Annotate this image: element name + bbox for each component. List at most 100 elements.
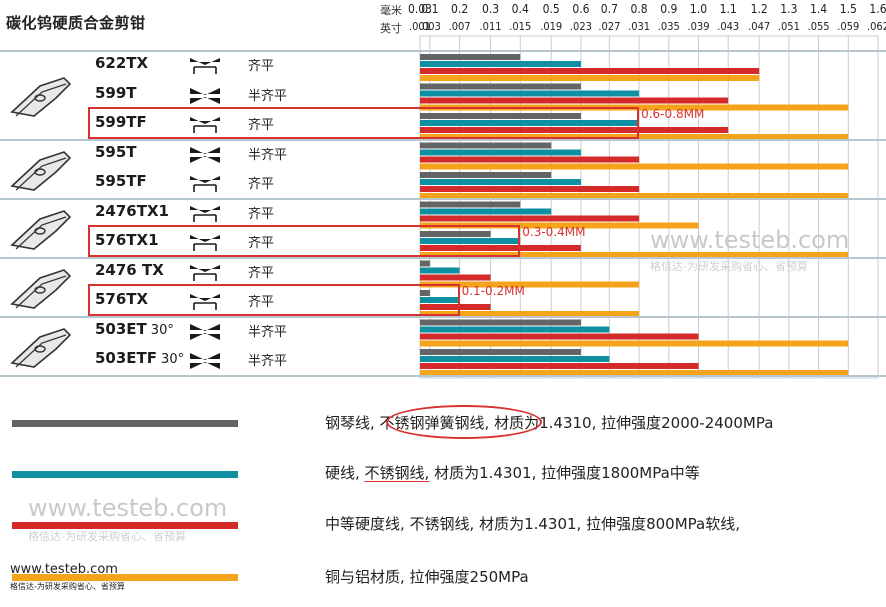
model-name: 622TX	[95, 54, 149, 72]
semi-flush-cut-icon	[190, 87, 220, 104]
semi-flush-cut-icon	[190, 146, 220, 163]
bar	[420, 260, 430, 267]
bar	[420, 340, 849, 347]
bar	[420, 186, 640, 192]
row-separator	[0, 197, 886, 200]
highlight-label: 0.6-0.8MM	[641, 107, 705, 121]
cutter-head-icon	[10, 151, 72, 191]
flush-cut-icon	[190, 117, 220, 133]
x-tick-mm: 0.4	[511, 2, 529, 16]
x-tick-mm: 1.5	[839, 2, 857, 16]
cutter-head-icon	[10, 77, 72, 118]
legend-text-3: 中等硬度线, 不锈钢线, 材质为1.4301, 拉伸强度800MPa软线,	[325, 515, 740, 533]
x-tick-in: .051	[777, 20, 800, 33]
inch-unit-label: 英寸	[380, 22, 402, 35]
x-tick-mm: 1.0	[689, 2, 708, 16]
bar	[420, 120, 640, 126]
x-tick-in: .001	[408, 20, 432, 33]
cut-type-label: 齐平	[248, 295, 275, 310]
x-tick-in: .023	[569, 20, 592, 33]
x-tick-mm: 0.9	[660, 2, 678, 16]
x-tick-in: .035	[657, 20, 680, 33]
model-name: 2476 TX	[95, 260, 164, 279]
watermark-url: www.testeb.com	[650, 226, 850, 254]
bar	[420, 281, 640, 288]
x-tick-mm: 0.7	[600, 2, 618, 16]
x-tick-in: .055	[807, 20, 830, 33]
x-tick-mm: 1.4	[809, 2, 828, 16]
x-tick-mm: 1.6	[869, 2, 886, 16]
bar	[420, 319, 581, 326]
bar	[420, 274, 491, 281]
bar	[420, 127, 729, 133]
x-tick-in: .031	[628, 20, 651, 33]
flush-cut-icon	[190, 264, 220, 281]
x-tick-mm: 0.03	[407, 2, 433, 16]
bar	[420, 172, 552, 178]
bar	[420, 222, 699, 229]
bar	[420, 113, 581, 119]
x-tick-mm: 1.2	[750, 2, 768, 16]
x-tick-in: .007	[448, 20, 471, 33]
mm-unit-label: 毫米	[380, 4, 402, 17]
x-tick-mm: 0.1	[421, 2, 439, 16]
x-tick-in: .043	[717, 20, 740, 33]
model-angle: 30°	[161, 352, 185, 367]
flush-cut-icon	[190, 58, 220, 74]
semi-flush-cut-icon	[190, 323, 220, 340]
row-separator	[0, 374, 886, 377]
cutter-head-icon	[10, 210, 72, 250]
model-label: 576TX1	[95, 231, 159, 249]
row-separator	[0, 256, 886, 259]
highlight-label: 0.3-0.4MM	[522, 225, 586, 239]
bar	[420, 333, 699, 340]
legend-swatch-3	[12, 522, 238, 529]
x-tick-in: .062	[866, 20, 886, 33]
model-name: 599T	[95, 83, 137, 102]
model-label: 595TF	[95, 172, 147, 190]
cutter-head-icon	[10, 269, 72, 309]
x-tick-in: .059	[837, 20, 860, 33]
row-separator	[0, 50, 886, 52]
highlight-box	[88, 107, 640, 139]
bar	[420, 83, 581, 90]
footer-url: www.testeb.com	[10, 562, 118, 577]
highlight-box	[88, 284, 460, 316]
x-tick-in: .027	[598, 20, 621, 33]
bar	[420, 201, 521, 208]
x-tick-in: .011	[479, 20, 502, 33]
bar	[420, 75, 760, 81]
semi-flush-cut-icon	[190, 353, 220, 369]
bar	[420, 179, 581, 185]
chart-title: 碳化钨硬质合金剪钳	[6, 14, 146, 32]
x-tick-in: .019	[540, 20, 563, 33]
highlight-box	[88, 225, 521, 257]
bar	[420, 54, 521, 60]
cut-type-label: 半齐平	[248, 354, 288, 369]
legend-swatch-2	[12, 471, 238, 478]
bar	[420, 363, 699, 369]
x-tick-in: .015	[509, 20, 532, 33]
model-label: 503ET 30°	[95, 320, 174, 338]
model-label: 503ETF 30°	[95, 349, 184, 367]
model-label: 599TF	[95, 113, 147, 131]
watermark-sub-2: 格信达-为研发采购省心、省预算	[28, 530, 186, 543]
model-angle: 30°	[150, 322, 174, 338]
x-tick-in: .003	[418, 20, 441, 33]
model-name: 503ET	[95, 319, 147, 338]
bar	[420, 142, 552, 149]
x-tick-in: .047	[748, 20, 771, 33]
model-name: 503ETF	[95, 349, 158, 367]
legend-swatch-1	[12, 420, 238, 427]
model-label: 599T	[95, 84, 137, 102]
bar	[420, 149, 581, 156]
legend-swatch-4	[12, 574, 238, 581]
bar	[420, 267, 460, 274]
model-name: 595T	[95, 142, 137, 161]
x-tick-mm: 1.3	[780, 2, 798, 16]
cut-type-label: 半齐平	[248, 147, 288, 163]
x-tick-mm: 0.8	[630, 2, 648, 16]
bar	[420, 297, 460, 303]
x-tick-mm: 1.1	[719, 2, 737, 16]
flush-cut-icon	[190, 235, 220, 251]
